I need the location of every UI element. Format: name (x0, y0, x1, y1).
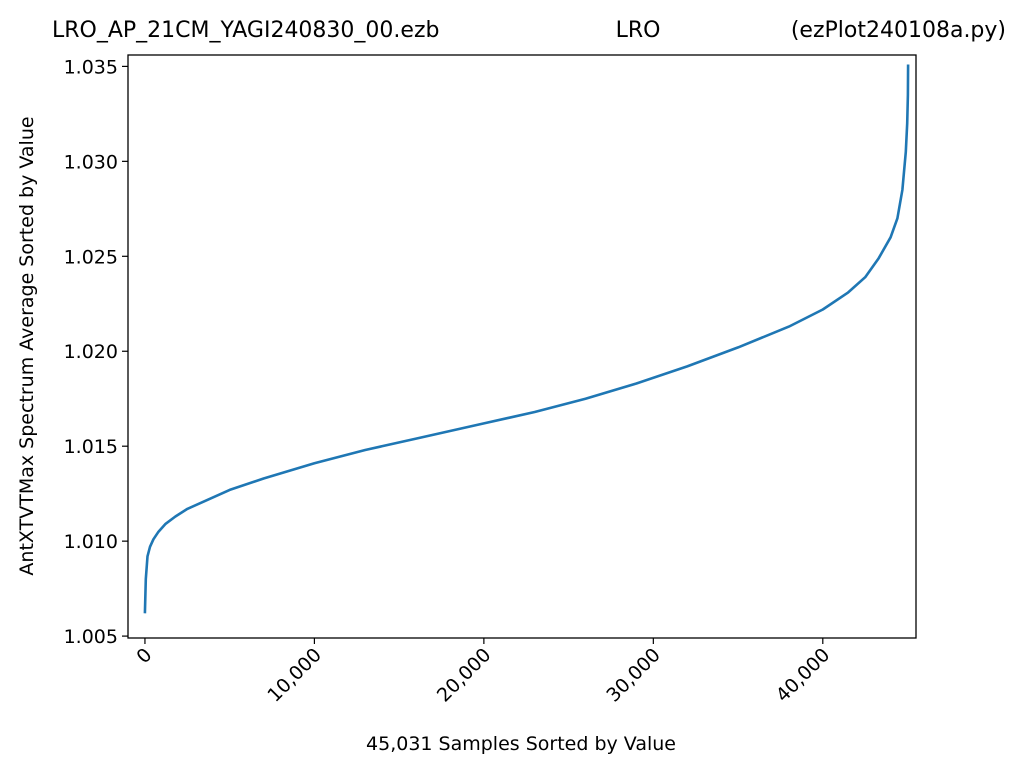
y-tick-label: 1.020 (64, 341, 118, 363)
x-axis-label: 45,031 Samples Sorted by Value (366, 733, 676, 755)
chart-title-right: (ezPlot240108a.py) (791, 18, 1006, 43)
y-axis-ticks: 1.005 1.010 1.015 1.020 1.025 1.030 1.035 (64, 56, 128, 648)
y-tick-label: 1.025 (64, 246, 118, 268)
y-tick-label: 1.015 (64, 436, 118, 458)
series-line-0 (143, 64, 910, 614)
y-tick-label: 1.035 (64, 56, 118, 78)
y-tick-label: 1.010 (64, 531, 118, 553)
series-layer (143, 64, 910, 614)
plot-frame (127, 54, 917, 639)
y-tick-label: 1.030 (64, 151, 118, 173)
y-axis-label: AntXTVTMax Spectrum Average Sorted by Va… (16, 116, 38, 575)
chart-title-center: LRO (616, 18, 661, 43)
y-tick-label: 1.005 (64, 626, 118, 648)
chart-title-left: LRO_AP_21CM_YAGI240830_00.ezb (52, 18, 439, 43)
